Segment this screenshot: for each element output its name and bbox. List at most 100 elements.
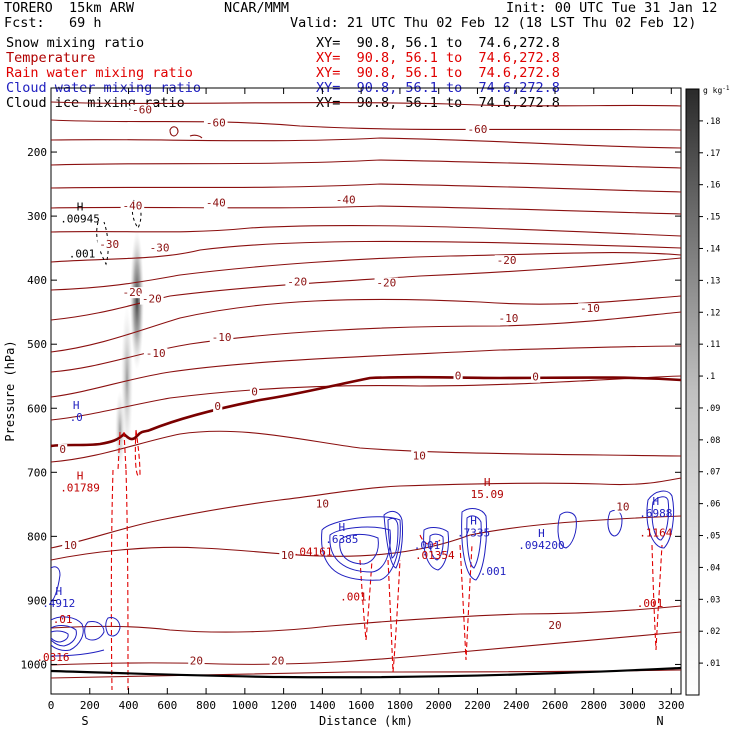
isotherm-label: -20 bbox=[497, 254, 517, 267]
cloud-water-contour bbox=[429, 533, 444, 561]
isotherm-label-bg bbox=[203, 197, 228, 209]
cloud-water-contour bbox=[321, 516, 401, 581]
isotherm-label: 10 bbox=[616, 501, 629, 514]
extremum-value: .0316 bbox=[36, 651, 69, 664]
isotherm-label-bg bbox=[614, 501, 632, 513]
x-tick-label: 200 bbox=[80, 699, 100, 712]
extremum-marker: H bbox=[338, 521, 345, 534]
colorbar-tick-label: .04 bbox=[705, 563, 720, 573]
isotherm-line bbox=[51, 430, 681, 463]
colorbar-tick-label: .01 bbox=[705, 659, 720, 669]
x-tick-label: 2200 bbox=[464, 699, 491, 712]
isotherm-label: 0 bbox=[59, 443, 66, 456]
x-tick-label: 400 bbox=[119, 699, 139, 712]
x-tick-label: 1000 bbox=[232, 699, 259, 712]
isotherm-line bbox=[51, 375, 681, 421]
isotherm-label-bg bbox=[578, 303, 602, 315]
field-xy-snow: XY= 90.8, 56.1 to 74.6,272.8 bbox=[316, 35, 560, 51]
isotherm-label: -10 bbox=[499, 312, 519, 325]
y-tick-label: 400 bbox=[27, 274, 47, 287]
cloud-water-contour bbox=[466, 515, 482, 569]
isotherm-label-bg bbox=[374, 277, 399, 289]
valid-time: Valid: 21 UTC Thu 02 Feb 12 (18 LST Thu … bbox=[290, 15, 697, 31]
isotherm-line bbox=[51, 605, 681, 633]
x-tick-label: 800 bbox=[196, 699, 216, 712]
isotherm-line bbox=[51, 205, 681, 215]
extremum-value: .1164 bbox=[639, 526, 672, 539]
isotherm-label: -60 bbox=[468, 123, 488, 136]
isotherm-label-bg bbox=[130, 104, 154, 116]
colorbar-tick-label: .11 bbox=[705, 340, 720, 350]
cloud-water-contour bbox=[557, 511, 577, 549]
colorbar-tick-label: .09 bbox=[705, 404, 720, 414]
endpoint-right: N bbox=[656, 714, 663, 728]
isotherm-label-bg bbox=[97, 239, 121, 251]
y-tick-label: 600 bbox=[27, 402, 47, 415]
extremum-value: 15.09 bbox=[471, 488, 504, 501]
x-tick-label: 3000 bbox=[619, 699, 646, 712]
snow-core-lower bbox=[115, 390, 125, 470]
isotherm-label: 0 bbox=[214, 400, 221, 413]
field-xy-temperature: XY= 90.8, 56.1 to 74.6,272.8 bbox=[316, 50, 560, 66]
field-xy-cloud-ice: XY= 90.8, 56.1 to 74.6,272.8 bbox=[316, 95, 560, 111]
isotherm-line bbox=[51, 477, 681, 549]
extremum-marker: H bbox=[77, 201, 84, 214]
isotherm-label: 10 bbox=[64, 539, 77, 552]
cloud-water-contour bbox=[84, 621, 105, 641]
cloud-water-contour bbox=[646, 490, 675, 549]
isotherm-label: -40 bbox=[122, 200, 142, 213]
x-tick-label: 0 bbox=[48, 699, 55, 712]
cloud-water-contour bbox=[651, 496, 670, 541]
isotherm-label: -60 bbox=[206, 116, 226, 129]
cloud-water-contour bbox=[51, 625, 77, 647]
extremum-value: .01354 bbox=[415, 549, 455, 562]
field-xy-rain: XY= 90.8, 56.1 to 74.6,272.8 bbox=[316, 65, 560, 81]
x-tick-label: 1800 bbox=[387, 699, 414, 712]
extremum-value: .001 bbox=[414, 539, 441, 552]
y-tick-label: 1000 bbox=[21, 658, 48, 671]
cloud-water-contour bbox=[329, 526, 391, 573]
x-tick-label: 3200 bbox=[658, 699, 685, 712]
isotherm-label-bg bbox=[143, 348, 168, 360]
isotherm-line bbox=[51, 631, 681, 666]
rain-contour bbox=[134, 429, 141, 477]
x-tick-label: 2800 bbox=[581, 699, 608, 712]
isotherm-label-bg bbox=[453, 370, 463, 382]
extremum-value: .001 bbox=[637, 597, 664, 610]
isotherm-label: -40 bbox=[206, 196, 226, 209]
rain-contour bbox=[359, 559, 373, 641]
cloud-water-contour bbox=[461, 508, 487, 581]
extremum-value: .001 bbox=[480, 565, 507, 578]
plot-frame bbox=[50, 87, 682, 695]
ground-surface bbox=[51, 666, 681, 679]
extremum-value: .094200 bbox=[518, 539, 564, 552]
cloud-water-contour bbox=[387, 517, 399, 559]
isotherm-label-bg bbox=[411, 450, 428, 462]
y-tick-label: 300 bbox=[27, 210, 47, 223]
isotherm-label: -10 bbox=[580, 302, 600, 315]
colorbar-gradient bbox=[685, 88, 700, 696]
y-axis-title: Pressure (hPa) bbox=[3, 340, 17, 441]
isotherm-label: 0 bbox=[532, 371, 539, 384]
x-axis-title: Distance (km) bbox=[319, 714, 413, 728]
isotherm-label: -20 bbox=[376, 277, 396, 290]
extremum-value: .01789 bbox=[60, 482, 100, 495]
field-name-snow: Snow mixing ratio bbox=[6, 35, 145, 51]
isotherm-label: -10 bbox=[146, 347, 166, 360]
isotherm-line bbox=[169, 126, 179, 137]
init-time: Init: 00 UTC Tue 31 Jan 12 bbox=[506, 0, 718, 16]
rain-contour bbox=[419, 534, 441, 546]
colorbar-tick-label: .08 bbox=[705, 436, 720, 446]
model-title: TORERO 15km ARW bbox=[4, 0, 135, 16]
x-tick-label: 2400 bbox=[503, 699, 530, 712]
cloud-water-contour bbox=[51, 630, 69, 643]
colorbar-tick-label: .13 bbox=[705, 276, 720, 286]
isotherm-label: 20 bbox=[190, 654, 203, 667]
field-name-rain: Rain water mixing ratio bbox=[6, 65, 193, 81]
colorbar-tick-label: .06 bbox=[705, 500, 720, 510]
y-tick-label: 800 bbox=[27, 530, 47, 543]
extremum-value: .6385 bbox=[325, 533, 358, 546]
field-name-temperature: Temperature bbox=[6, 50, 96, 66]
isotherm-label-bg bbox=[209, 331, 234, 343]
